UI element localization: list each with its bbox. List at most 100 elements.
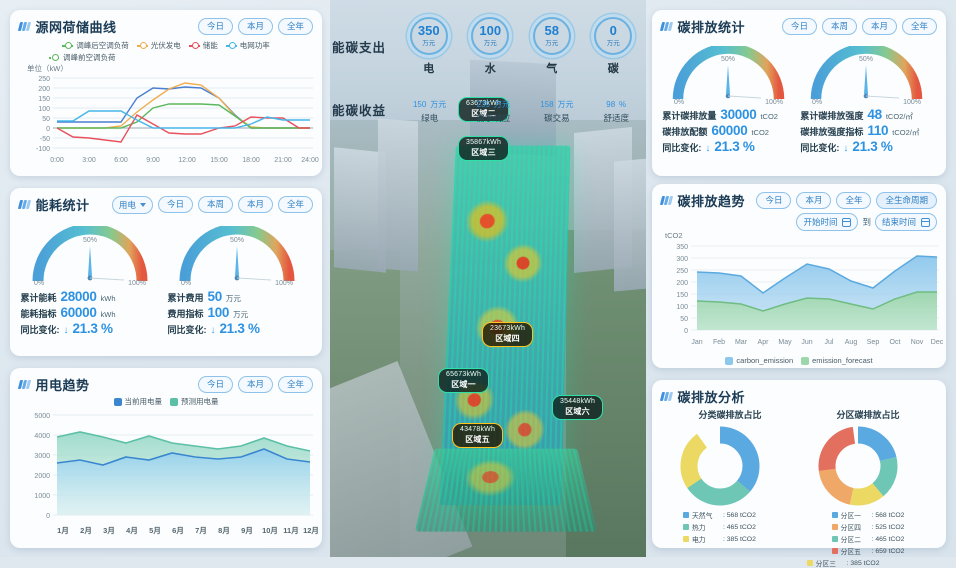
svg-text:Aug: Aug — [845, 339, 858, 346]
panel-source-net-load: 源网荷储曲线 今日 本月 全年 调峰后空调负荷 光伏发电 储能 电网功率 调峰前… — [10, 10, 322, 176]
stat-row-change: 同比变化: ↓ 21.3 % — [800, 139, 893, 154]
pie-legend-item[interactable]: 分区一: 568 tCO2 — [831, 510, 904, 520]
legend-item[interactable]: 光伏发电 — [136, 40, 181, 51]
region-label[interactable]: 63673kWh 区域二 — [458, 97, 510, 123]
stat-row: 累计能耗 28000 kWh — [20, 289, 116, 304]
btn-month[interactable]: 本月 — [861, 17, 897, 36]
svg-text:May: May — [778, 339, 792, 346]
panel-carbon-analysis: 碳排放分析 分类碳排放占比 天然气: 568 tCO2 热力: 465 tCO2… — [652, 380, 946, 568]
region-label[interactable]: 65673kWh 区域一 — [438, 368, 490, 394]
kpi-income-item[interactable]: 235 万元 需求响应 — [476, 94, 510, 124]
legend-item[interactable]: 调峰前空调负荷 — [49, 52, 116, 63]
btn-today[interactable]: 今日 — [197, 17, 233, 36]
btn-year[interactable]: 全年 — [277, 195, 313, 214]
legend-item[interactable]: emission_forecast — [801, 356, 873, 365]
btn-today[interactable]: 今日 — [157, 195, 193, 214]
btn-year[interactable]: 全年 — [277, 375, 313, 394]
legend-item[interactable]: carbon_emission — [725, 356, 793, 365]
date-range-picker[interactable]: 开始时间 到 结束时间 — [661, 213, 937, 231]
btn-month[interactable]: 本月 — [237, 375, 273, 394]
ring-gauge: 58 万元 — [532, 16, 571, 55]
kpi-expense-item[interactable]: 100 万元 水 — [471, 16, 510, 76]
region-label[interactable]: 35448kWh 区域六 — [552, 395, 604, 421]
svg-text:12月: 12月 — [303, 526, 319, 535]
region-label[interactable]: 23673kWh 区域四 — [482, 322, 534, 348]
region-label[interactable]: 43478kWh 区域五 — [452, 423, 504, 449]
energy-type-select[interactable]: 用电 — [111, 195, 153, 214]
kpi-expense-item[interactable]: 58 万元 气 — [532, 16, 571, 76]
date-range-separator: 到 — [862, 217, 871, 227]
btn-month[interactable]: 本月 — [237, 17, 273, 36]
svg-text:250: 250 — [38, 76, 50, 83]
btn-year[interactable]: 全年 — [836, 191, 872, 210]
pie-legend-item[interactable]: 热力: 465 tCO2 — [683, 522, 756, 532]
kpi-income-item[interactable]: 98 % 舒适度 — [603, 94, 629, 124]
podium-heatmap[interactable] — [414, 448, 598, 532]
kpi-expense-item[interactable]: 0 万元 碳 — [594, 16, 633, 76]
btn-year[interactable]: 全年 — [277, 17, 313, 36]
category-donut-chart[interactable] — [661, 422, 779, 508]
svg-text:100%: 100% — [276, 280, 294, 287]
btn-today[interactable]: 今日 — [756, 191, 792, 210]
kpi-caption: 碳交易 — [544, 113, 570, 123]
kpi-income-item[interactable]: 150 万元 绿电 — [413, 94, 446, 124]
end-date-input[interactable]: 结束时间 — [874, 213, 937, 231]
trend-down-icon: ↓ — [843, 143, 849, 154]
kpi-unit: 万元 — [557, 100, 574, 109]
pie-legend-item[interactable]: 分区二: 465 tCO2 — [831, 534, 904, 544]
legend-item[interactable]: 当前用电量 — [113, 396, 162, 407]
carbon-trend-chart[interactable]: 350 300 250 200 150 100 50 0 Jan Feb Mar Apr May… — [661, 240, 945, 358]
panel-power-trend: 用电趋势 今日 本月 全年 当前用电量 预测用电量 — [10, 368, 322, 548]
btn-month[interactable]: 本月 — [796, 191, 832, 210]
btn-lifecycle[interactable]: 全生命周期 — [876, 191, 937, 210]
legend-item[interactable]: 预测用电量 — [170, 396, 219, 407]
y-axis-unit: tCO2 — [665, 231, 683, 240]
pie-legend-item[interactable]: 天然气: 568 tCO2 — [683, 510, 756, 520]
svg-text:10月: 10月 — [262, 526, 278, 535]
stat-row-change: 同比变化: ↓ 21.3 % — [20, 321, 113, 336]
building-3d-scene[interactable]: 63673kWh 区域二 35867kWh 区域三 23673kWh 区域四 6… — [330, 0, 646, 557]
btn-week[interactable]: 本周 — [821, 17, 857, 36]
stat-row: 碳排放配额 60000 tCO2 — [662, 123, 769, 138]
region-label[interactable]: 35867kWh 区域三 — [458, 136, 510, 162]
zone-donut-chart[interactable] — [799, 422, 917, 508]
chart-legend: 当前用电量 预测用电量 — [19, 396, 313, 407]
region-name: 区域一 — [451, 380, 476, 390]
calendar-icon[interactable] — [921, 217, 930, 227]
legend-item[interactable]: 电网功率 — [225, 40, 270, 51]
svg-text:100%: 100% — [765, 99, 783, 106]
pie-legend-item[interactable]: 电力: 385 tCO2 — [683, 534, 756, 544]
svg-text:24:00: 24:00 — [301, 157, 319, 164]
svg-text:Jan: Jan — [691, 339, 702, 346]
svg-text:Apr: Apr — [758, 339, 770, 346]
btn-week[interactable]: 本周 — [197, 195, 233, 214]
pie-legend-item[interactable]: 分区三: 385 tCO2 — [806, 558, 879, 568]
kpi-income-item[interactable]: 158 万元 碳交易 — [540, 94, 573, 124]
panel-title: 源网荷储曲线 — [35, 20, 117, 35]
svg-text:50: 50 — [680, 316, 688, 323]
source-net-load-chart[interactable]: 250 200 150 100 50 0 -50 -100 0:00 3:00 6:00 9:… — [19, 74, 319, 166]
start-date-input[interactable]: 开始时间 — [796, 213, 859, 231]
power-trend-chart[interactable]: 5000 4000 3000 2000 1000 0 1月 2月 3月 4月 5月 6月 7月 8… — [19, 407, 319, 542]
expense-title: 能碳支出 — [332, 40, 387, 55]
region-value: 65673kWh — [446, 371, 482, 378]
svg-text:0: 0 — [46, 513, 50, 520]
btn-month[interactable]: 本月 — [237, 195, 273, 214]
btn-today[interactable]: 今日 — [197, 375, 233, 394]
income-row: 能碳收益 150 万元 绿电 235 万元 需求响应 158 万元 碳交易 — [332, 84, 644, 134]
stat-row: 能耗指标 60000 kWh — [20, 305, 116, 320]
kpi-value: 235 — [476, 100, 490, 109]
calendar-icon[interactable] — [842, 217, 852, 227]
svg-text:0%: 0% — [181, 280, 191, 287]
legend-item[interactable]: 调峰后空调负荷 — [62, 40, 129, 51]
pie-legend-item[interactable]: 分区五: 659 tCO2 — [831, 546, 904, 556]
kpi-expense-item[interactable]: 350 万元 电 — [409, 16, 448, 76]
btn-year[interactable]: 全年 — [901, 17, 937, 36]
pie-legend-item[interactable]: 分区四: 525 tCO2 — [831, 522, 904, 532]
svg-text:15:00: 15:00 — [210, 157, 228, 164]
svg-text:3000: 3000 — [34, 453, 50, 460]
svg-text:Nov: Nov — [911, 339, 924, 346]
btn-today[interactable]: 今日 — [781, 17, 817, 36]
svg-text:Sep: Sep — [867, 339, 880, 346]
legend-item[interactable]: 储能 — [188, 40, 218, 51]
